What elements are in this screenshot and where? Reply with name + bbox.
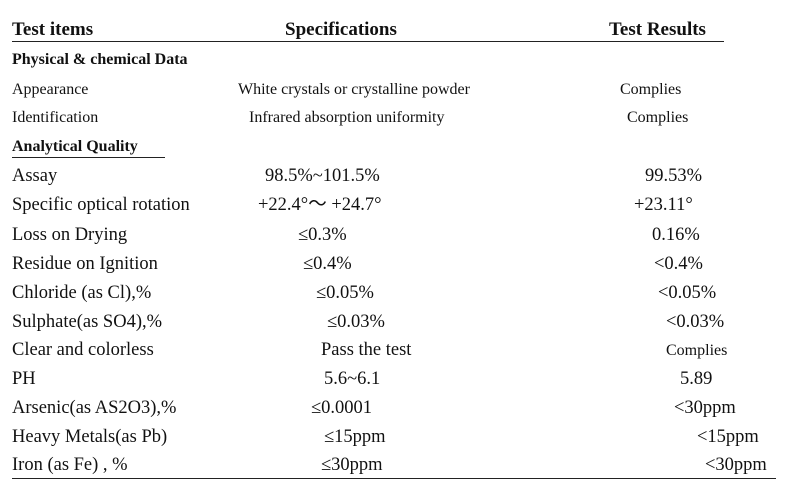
row-result: 5.89 xyxy=(680,369,713,389)
section-title-analytical-quality: Analytical Quality xyxy=(12,138,138,155)
row-result: <0.03% xyxy=(666,312,725,332)
row-spec: Pass the test xyxy=(321,340,412,360)
row-result: +23.11° xyxy=(634,195,693,215)
row-spec: 5.6~6.1 xyxy=(324,369,381,389)
row-item: Loss on Drying xyxy=(12,225,128,245)
row-result: <30ppm xyxy=(705,455,767,475)
row-spec: ≤0.4% xyxy=(303,254,352,274)
section-underline xyxy=(12,157,165,158)
row-item: Heavy Metals(as Pb) xyxy=(12,427,168,447)
table-bottom-rule xyxy=(12,478,776,479)
section-title-physical-chemical: Physical & chemical Data xyxy=(12,51,188,68)
row-result: Complies xyxy=(627,109,689,126)
row-item: PH xyxy=(12,369,36,389)
row-item: Sulphate(as SO4),% xyxy=(12,312,163,332)
row-spec: ≤0.03% xyxy=(327,312,385,332)
header-test-items: Test items xyxy=(12,19,94,40)
row-result: Complies xyxy=(620,81,682,98)
row-spec: ≤0.3% xyxy=(298,225,347,245)
row-item: Iron (as Fe) , % xyxy=(12,455,128,475)
header-rule xyxy=(12,41,724,42)
row-item: Chloride (as Cl),% xyxy=(12,283,152,303)
header-specifications: Specifications xyxy=(285,19,397,40)
row-spec: White crystals or crystalline powder xyxy=(238,81,470,98)
row-item: Residue on Ignition xyxy=(12,254,158,274)
row-result: Complies xyxy=(666,342,728,359)
row-item: Arsenic(as AS2O3),% xyxy=(12,398,177,418)
row-item: Identification xyxy=(12,109,99,126)
row-spec: ≤30ppm xyxy=(321,455,383,475)
row-item: Clear and colorless xyxy=(12,340,154,360)
row-result: 99.53% xyxy=(645,166,703,186)
header-test-results: Test Results xyxy=(609,19,706,40)
row-result: <0.05% xyxy=(658,283,717,303)
row-result: <30ppm xyxy=(674,398,736,418)
row-spec: +22.4°～ +24.7° xyxy=(258,195,382,215)
row-result: 0.16% xyxy=(652,225,700,245)
row-item: Assay xyxy=(12,166,58,186)
row-spec: ≤0.05% xyxy=(316,283,374,303)
row-spec: Infrared absorption uniformity xyxy=(249,109,445,126)
row-item: Appearance xyxy=(12,81,89,98)
row-result: <0.4% xyxy=(654,254,703,274)
row-spec: ≤0.0001 xyxy=(311,398,373,418)
row-result: <15ppm xyxy=(697,427,759,447)
row-spec: 98.5%~101.5% xyxy=(265,166,380,186)
row-item: Specific optical rotation xyxy=(12,195,190,215)
row-spec: ≤15ppm xyxy=(324,427,386,447)
